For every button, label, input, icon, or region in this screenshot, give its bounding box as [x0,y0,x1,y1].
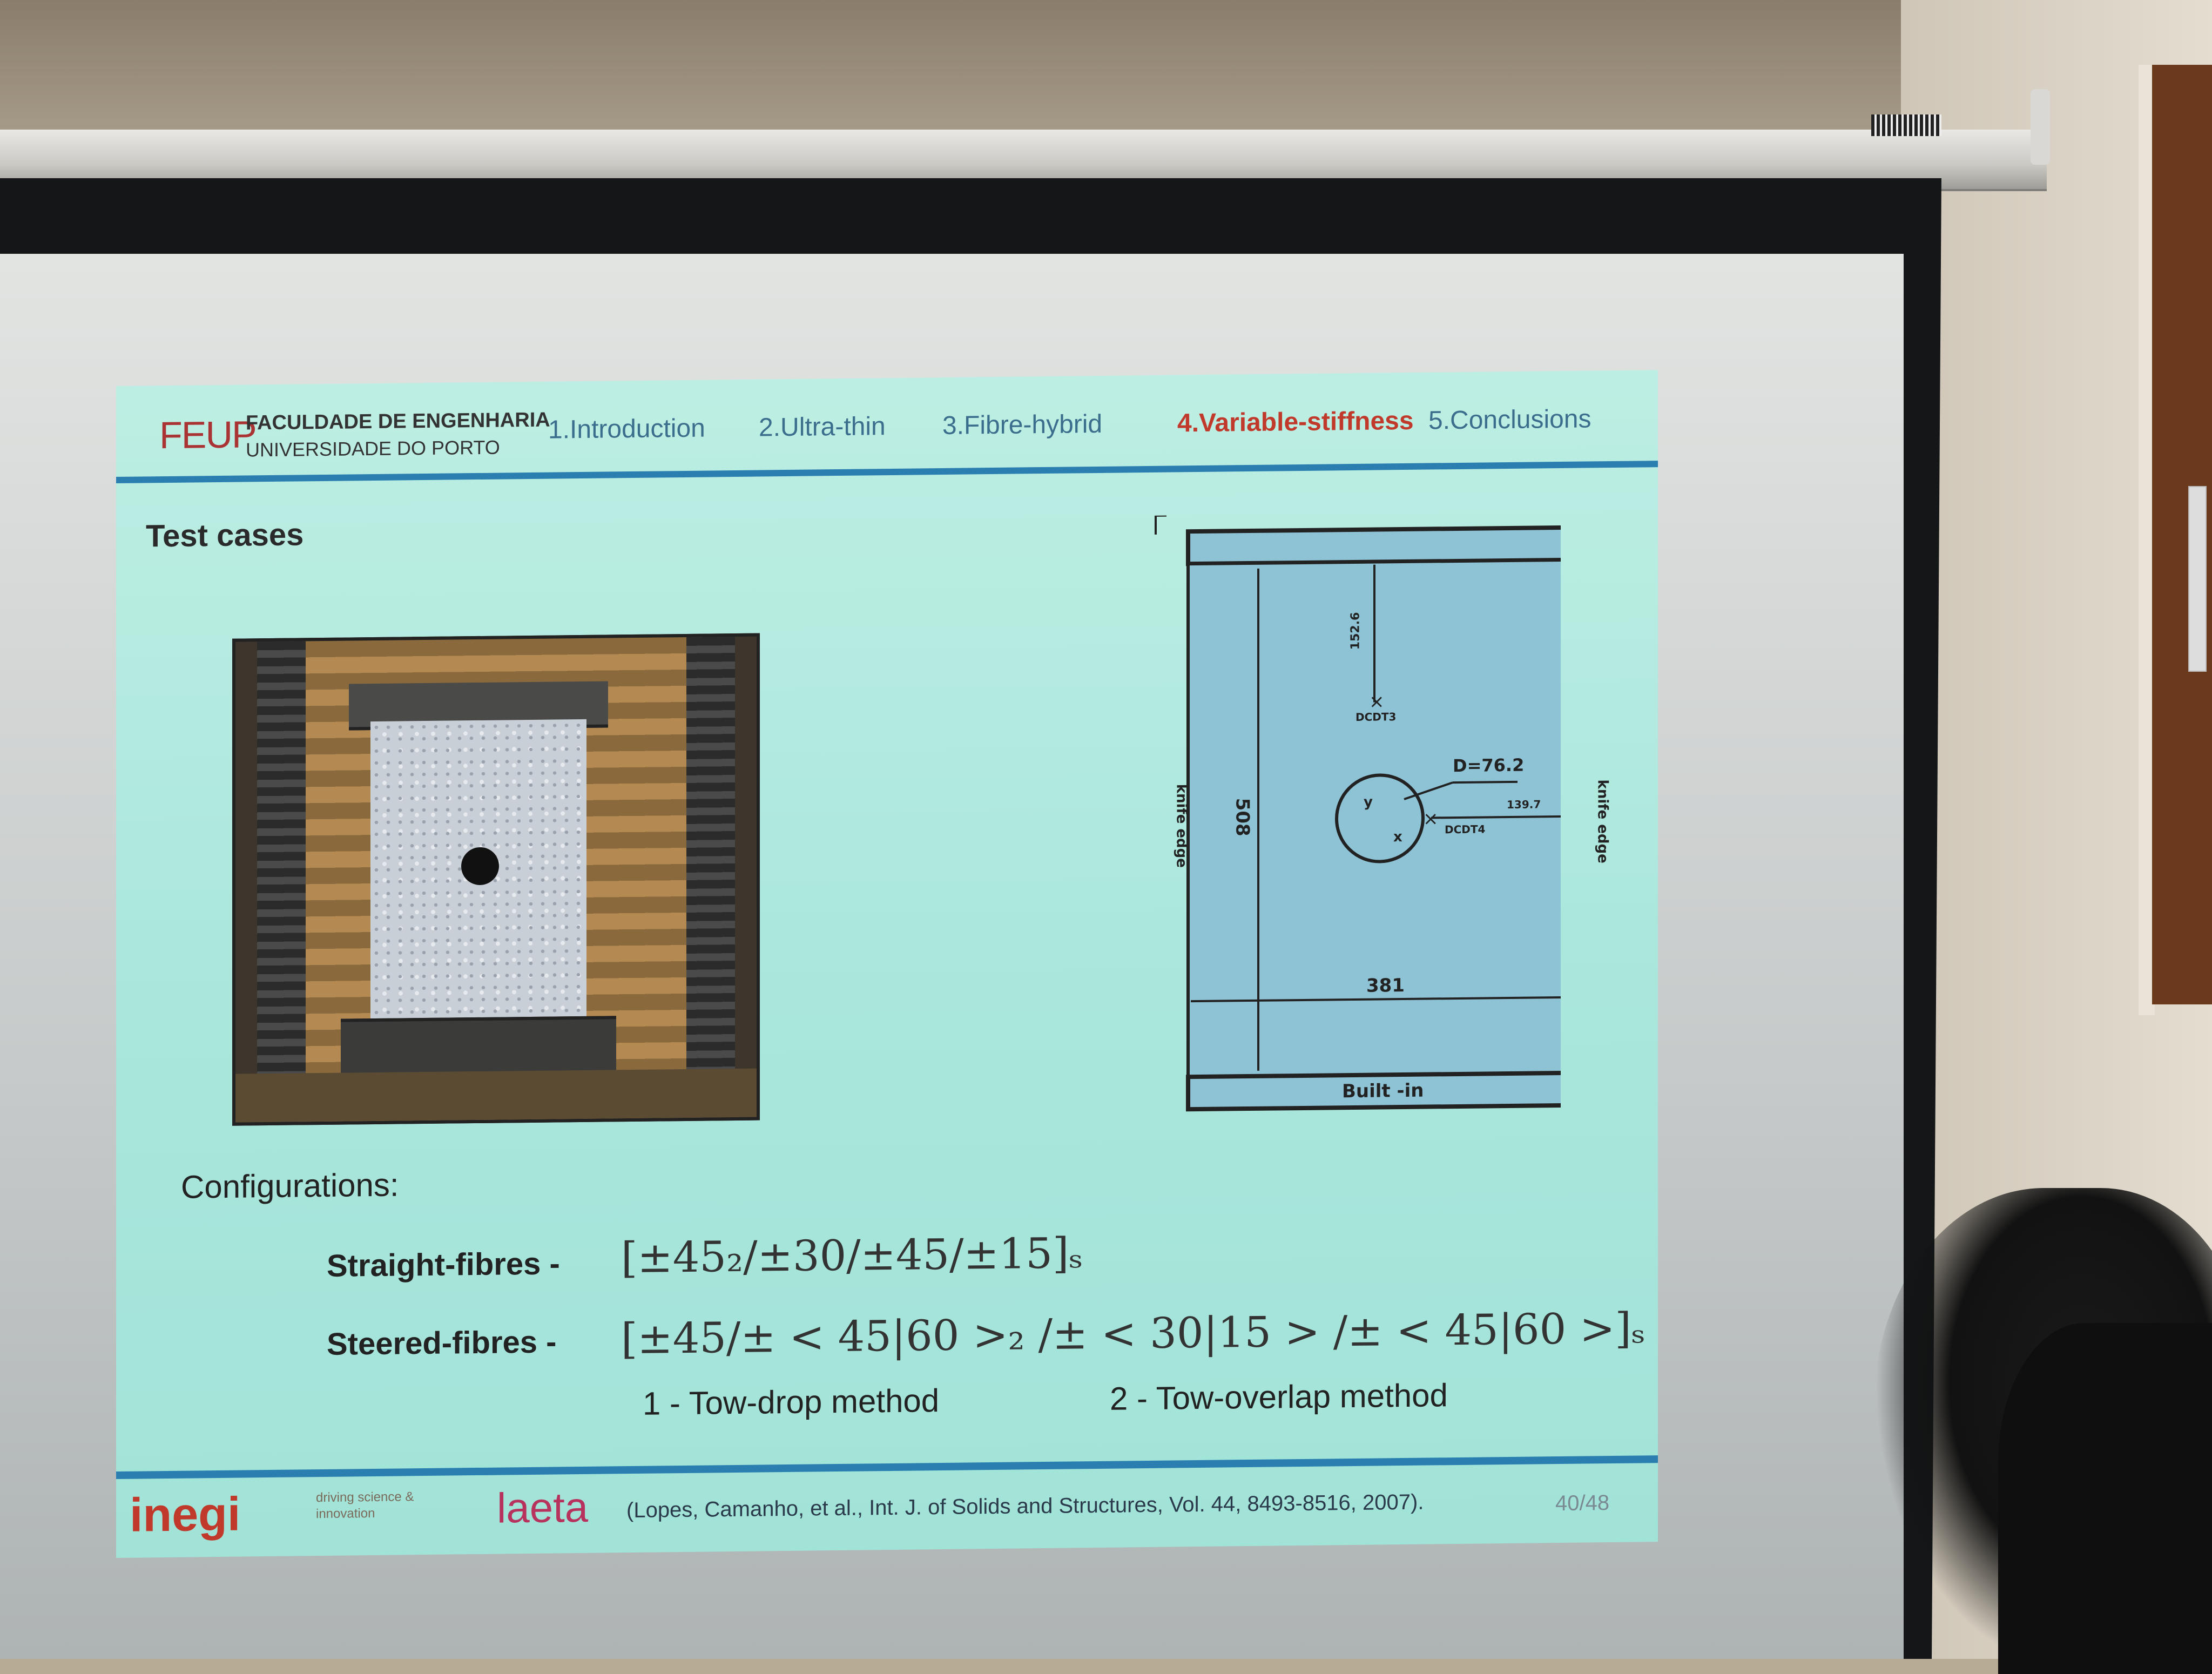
configurations-heading: Configurations: [181,1166,399,1205]
footer-divider [116,1455,1658,1479]
inegi-tagline: driving science & innovation [316,1489,414,1522]
door-hinge [2188,486,2207,672]
projected-slide: FEUP FACULDADE DE ENGENHARIA UNIVERSIDAD… [116,370,1658,1558]
dim-152-6: 152.6 [1348,612,1363,650]
photo-right-column [686,636,735,1118]
slide-title: Test cases [146,517,304,554]
straight-fibres-layup: [±45₂/±30/±45/±15]ₛ [621,1229,1083,1283]
header-divider [116,461,1658,483]
dim-508: 508 [1231,798,1253,836]
steered-fibres-layup: [±45/± < 45|60 >₂ /± < 30|15 > /± < 45|6… [621,1304,1646,1364]
nav-conclusions: 5.Conclusions [1428,404,1591,435]
nav-introduction: 1.Introduction [548,414,705,444]
nav-fibre-hybrid: 3.Fibre-hybrid [942,409,1103,440]
label-built-in: Built -in [1342,1079,1424,1103]
inegi-logo: inegi [130,1487,241,1542]
dim-381: 381 [1366,975,1405,997]
photo-floor [235,1068,757,1123]
feup-logo: FEUP [159,413,256,457]
label-dcdt4: DCDT4 [1445,822,1486,836]
label-diameter: D=76.2 [1453,754,1525,777]
roller-label [1871,114,1941,136]
svg-text:×: × [1369,691,1384,712]
page-number: 40/48 [1555,1491,1610,1516]
citation: (Lopes, Camanho, et al., Int. J. of Soli… [626,1490,1424,1523]
faculty-name: FACULDADE DE ENGENHARIA [246,408,550,435]
laeta-logo: laeta [497,1483,589,1532]
label-knife-edge-left: knife edge [1173,784,1190,868]
label-dcdt3: DCDT3 [1355,710,1397,724]
diagram-drawing: × × [1155,509,1613,1112]
nav-ultra-thin: 2.Ultra-thin [759,412,886,442]
specimen-diagram: × × 152.6 DCDT3 D=76.2 139.7 DCDT4 508 3… [1129,509,1613,1137]
axis-y-label: y [1364,794,1373,811]
axis-x-label: x [1393,829,1402,846]
slide-header: FEUP FACULDADE DE ENGENHARIA UNIVERSIDAD… [116,370,1658,483]
steered-fibres-label: Steered-fibres - [327,1324,557,1362]
roller-end-cap [2031,89,2050,165]
dim-139-7: 139.7 [1507,798,1541,812]
wall [0,0,2212,130]
nav-variable-stiffness: 4.Variable-stiffness [1177,406,1414,438]
label-knife-edge-right: knife edge [1594,779,1611,863]
tow-drop-method: 1 - Tow-drop method [643,1382,940,1422]
audience-shoulder [1998,1323,2212,1674]
svg-text:×: × [1423,808,1438,829]
straight-fibres-label: Straight-fibres - [327,1246,560,1284]
university-name: UNIVERSIDADE DO PORTO [246,436,500,461]
test-rig-photo [232,633,760,1126]
photo-left-column [257,641,306,1123]
tow-overlap-method: 2 - Tow-overlap method [1110,1377,1448,1417]
